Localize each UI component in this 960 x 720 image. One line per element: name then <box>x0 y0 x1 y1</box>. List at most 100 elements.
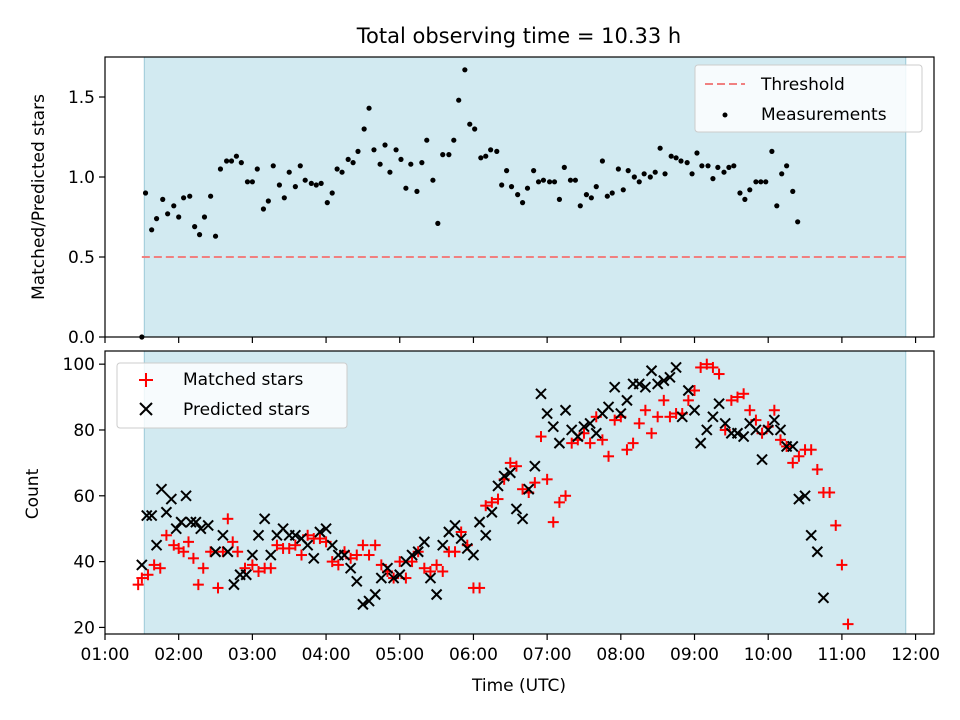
measurement-point <box>508 184 515 190</box>
measurement-point <box>292 184 298 190</box>
matched-point <box>793 450 805 462</box>
measurement-point <box>524 185 531 191</box>
measurement-point <box>308 180 314 186</box>
predicted-point <box>516 513 529 525</box>
predicted-point <box>750 424 762 436</box>
predicted-point <box>793 493 805 505</box>
measurement-point <box>726 164 732 170</box>
measurement-point <box>737 190 743 196</box>
matched-point <box>529 477 541 489</box>
measurement-point <box>583 192 590 198</box>
predicted-point <box>141 509 153 522</box>
matched-point <box>357 539 369 551</box>
measurement-point <box>435 220 441 226</box>
matched-point <box>830 519 842 531</box>
matched-point <box>178 546 190 558</box>
measurement-point <box>329 190 335 196</box>
measurement-point <box>488 147 494 153</box>
plot-frame <box>104 350 935 635</box>
measurement-point <box>472 126 478 132</box>
measurement-point <box>334 166 340 172</box>
predicted-point <box>437 539 449 551</box>
measurement-point <box>763 179 769 185</box>
predicted-point <box>535 388 547 400</box>
predicted-point <box>510 503 523 515</box>
x-tick-label: 11:00 <box>817 645 866 665</box>
matched-point <box>246 559 258 571</box>
series-measurements <box>139 67 801 340</box>
measurement-point <box>504 168 510 174</box>
measurement-point <box>577 203 583 209</box>
measurement-point <box>361 126 367 132</box>
predicted-point <box>701 424 713 436</box>
matched-point <box>725 394 737 406</box>
matched-point <box>192 579 204 591</box>
matched-point <box>296 549 308 561</box>
chart-title: Total observing time = 10.33 h <box>356 24 681 48</box>
matched-point <box>222 513 234 525</box>
y-tick-label: 0.5 <box>68 248 95 268</box>
matched-point <box>621 444 633 456</box>
predicted-point <box>222 546 234 558</box>
measurement-point <box>758 179 764 185</box>
predicted-point <box>170 522 182 535</box>
matched-point <box>805 444 817 456</box>
predicted-point <box>799 490 811 502</box>
matched-point <box>289 539 301 551</box>
predicted-point <box>805 529 817 541</box>
predicted-point <box>338 549 351 561</box>
measurement-point <box>387 169 393 175</box>
predicted-point <box>498 470 510 482</box>
predicted-point <box>180 490 192 502</box>
predicted-point <box>209 546 222 558</box>
measurement-point <box>567 177 574 183</box>
measurement-point <box>223 158 230 164</box>
predicted-point <box>486 506 498 518</box>
ratio-y-axis-label: Matched/Predicted stars <box>29 94 49 300</box>
matched-point <box>183 536 195 548</box>
x-tick-label: 10:00 <box>744 645 793 665</box>
measurement-point <box>483 153 489 159</box>
measurement-point <box>270 163 276 169</box>
predicted-point <box>670 361 682 374</box>
matched-point <box>132 579 144 591</box>
predicted-point <box>756 453 768 466</box>
predicted-point <box>762 424 774 436</box>
measurement-point <box>625 168 631 174</box>
matched-point <box>197 562 209 574</box>
matched-point <box>271 539 283 551</box>
measurement-point <box>297 163 303 169</box>
matched-point <box>265 562 277 574</box>
predicted-point <box>707 411 719 423</box>
predicted-point <box>301 539 314 551</box>
predicted-point <box>418 536 431 548</box>
measurement-point <box>556 196 563 202</box>
measurement-point <box>446 152 452 158</box>
matched-point <box>449 546 461 558</box>
predicted-point <box>202 519 214 532</box>
matched-point <box>332 559 344 571</box>
matched-point <box>701 358 713 370</box>
measurement-point <box>715 164 721 170</box>
measurement-point <box>494 148 500 154</box>
matched-point <box>553 496 565 508</box>
matched-point <box>744 404 756 416</box>
predicted-point <box>737 430 750 443</box>
predicted-point <box>694 437 707 449</box>
measurement-point <box>201 214 208 220</box>
measurement-point <box>540 177 547 183</box>
predicted-point <box>240 569 252 581</box>
measurement-point <box>673 155 679 161</box>
predicted-point <box>195 522 207 535</box>
predicted-point <box>817 592 830 604</box>
measurement-point <box>398 156 404 162</box>
measurement-point <box>153 216 160 222</box>
predicted-point <box>351 575 363 588</box>
measurement-point <box>440 152 446 158</box>
matched-point <box>142 569 154 581</box>
predicted-point <box>381 562 394 574</box>
ratio-legend: Threshold Measurements <box>694 64 923 133</box>
matched-point <box>492 493 504 505</box>
y-tick-label: 1.5 <box>68 88 95 108</box>
predicted-point <box>357 598 369 611</box>
